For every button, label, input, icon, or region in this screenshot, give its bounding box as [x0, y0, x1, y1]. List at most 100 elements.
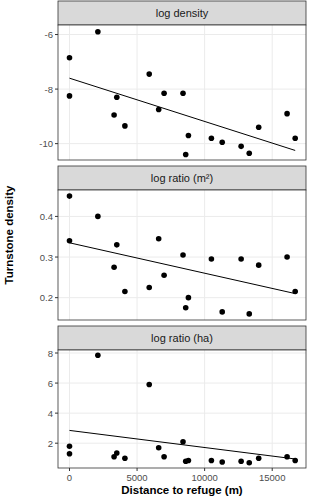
x-tick-label: 10000	[191, 472, 217, 483]
point	[67, 451, 73, 457]
point	[67, 55, 73, 61]
y-tick-label: 2	[48, 438, 53, 449]
x-tick	[137, 468, 138, 471]
grid-x	[204, 190, 205, 320]
point	[122, 123, 128, 129]
y-tick	[55, 383, 58, 384]
strip	[58, 1, 306, 25]
y-tick	[55, 297, 58, 298]
grid-x	[204, 25, 205, 160]
point	[292, 458, 298, 464]
y-tick	[55, 216, 58, 217]
point	[122, 455, 128, 461]
point	[67, 93, 73, 99]
panel-border	[58, 190, 306, 320]
grid-x	[137, 350, 138, 468]
y-tick-label: 4	[48, 408, 53, 419]
grid-x	[272, 350, 273, 468]
point	[183, 152, 189, 158]
point	[146, 71, 152, 77]
point	[180, 90, 186, 96]
point	[161, 90, 167, 96]
point	[111, 264, 117, 270]
y-axis-label: Turnstone density	[3, 185, 15, 284]
point	[146, 285, 152, 291]
y-tick	[55, 257, 58, 258]
point	[111, 112, 117, 118]
y-tick	[55, 353, 58, 354]
point	[114, 450, 120, 456]
strip	[58, 166, 306, 190]
panel-bg	[58, 190, 306, 320]
point	[209, 256, 215, 262]
point	[156, 236, 162, 242]
x-tick-label: 0	[67, 472, 72, 483]
y-tick-label: 6	[48, 378, 53, 389]
grid-x	[137, 25, 138, 160]
chart-root: log density-10-8-6log ratio (m²)0.20.30.…	[0, 0, 311, 500]
grid-x	[272, 190, 273, 320]
grid-x	[272, 25, 273, 160]
grid-y	[58, 89, 306, 90]
x-tick	[272, 468, 273, 471]
point	[219, 309, 225, 315]
point	[246, 311, 252, 317]
x-axis-label: Distance to refuge (m)	[121, 484, 243, 496]
x-tick	[69, 468, 70, 471]
y-tick-label: -6	[45, 29, 53, 40]
point	[284, 111, 290, 117]
panel-border	[58, 25, 306, 160]
y-tick-label: -8	[45, 84, 53, 95]
point	[183, 305, 189, 311]
point	[238, 144, 244, 150]
point	[292, 289, 298, 295]
grid-y	[58, 34, 306, 35]
point	[209, 135, 215, 141]
point	[256, 262, 262, 268]
point	[284, 254, 290, 260]
point	[161, 454, 167, 460]
point	[67, 238, 73, 244]
grid-y	[58, 297, 306, 298]
point	[122, 289, 128, 295]
point	[238, 458, 244, 464]
grid-y	[58, 353, 306, 354]
point	[246, 150, 252, 156]
y-tick-label: 0.3	[40, 252, 53, 263]
grid-y	[58, 143, 306, 144]
grid-x	[69, 25, 70, 160]
point	[284, 454, 290, 460]
y-tick-label: 0.2	[40, 292, 53, 303]
point	[156, 445, 162, 451]
panel-border	[58, 350, 306, 468]
fit-line	[69, 78, 295, 150]
panel-bg	[58, 350, 306, 468]
point	[95, 29, 101, 35]
point	[114, 242, 120, 248]
fit-line	[69, 430, 295, 459]
point	[292, 135, 298, 141]
marks	[67, 352, 298, 465]
point	[209, 458, 215, 464]
grid-y	[58, 383, 306, 384]
point	[186, 295, 192, 301]
point	[219, 459, 225, 465]
y-tick-label: -10	[39, 138, 53, 149]
grid-x	[69, 350, 70, 468]
point	[180, 252, 186, 258]
grid-x	[204, 350, 205, 468]
point	[219, 139, 225, 145]
x-tick	[204, 468, 205, 471]
point	[256, 455, 262, 461]
panel-bg	[58, 25, 306, 160]
y-tick	[55, 89, 58, 90]
point	[95, 214, 101, 220]
grid-x	[137, 190, 138, 320]
chart-svg: log density-10-8-6log ratio (m²)0.20.30.…	[0, 0, 311, 500]
point	[95, 352, 101, 358]
point	[156, 107, 162, 113]
grid-x	[69, 190, 70, 320]
strip	[58, 326, 306, 350]
point	[146, 382, 152, 388]
point	[114, 94, 120, 100]
